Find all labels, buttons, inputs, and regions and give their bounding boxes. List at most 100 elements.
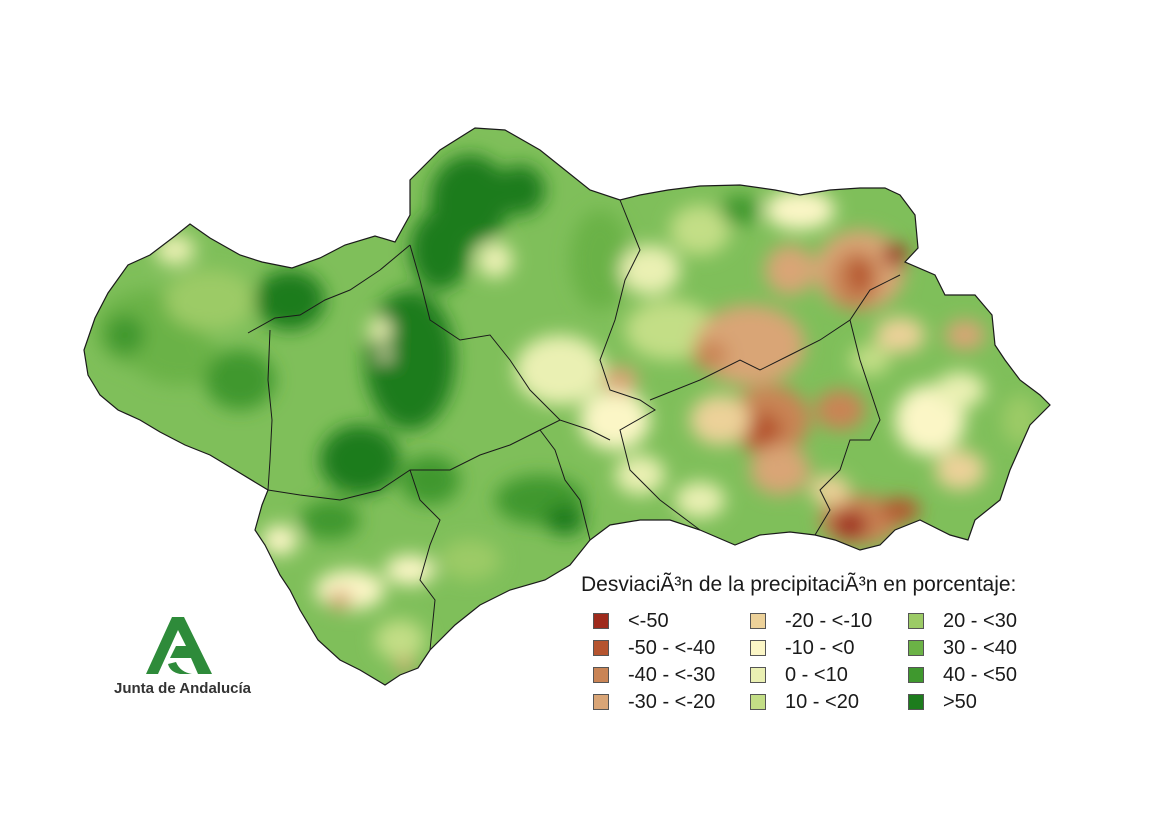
precipitation-zone (765, 190, 835, 230)
precipitation-zone (620, 245, 680, 295)
legend-item: -10 - <0 (750, 637, 854, 659)
precipitation-zone (850, 345, 890, 375)
legend-swatch (750, 667, 766, 683)
precipitation-zone (440, 540, 500, 580)
precipitation-zone (155, 235, 195, 265)
legend-swatch (750, 640, 766, 656)
legend-label: 0 - <10 (785, 663, 848, 686)
precipitation-zone (935, 450, 985, 490)
precipitation-zone (1002, 395, 1038, 445)
legend-swatch (908, 640, 924, 656)
precipitation-zone (105, 315, 145, 355)
logo-text: Junta de Andalucía (114, 680, 251, 697)
precipitation-zone (880, 498, 920, 522)
province-boundary (814, 319, 881, 536)
precipitation-zone (765, 245, 815, 295)
legend-swatch (908, 694, 924, 710)
legend-item: -40 - <-30 (593, 664, 715, 686)
province-boundary (409, 469, 441, 651)
province-boundary (267, 329, 273, 491)
precipitation-zone (515, 335, 605, 405)
province-boundary (649, 274, 901, 401)
legend-swatch (750, 694, 766, 710)
precipitation-zone (625, 300, 715, 360)
province-boundary (409, 244, 561, 421)
precipitation-zone (385, 555, 435, 585)
precipitation-zone (379, 349, 391, 361)
legend-label: 10 - <20 (785, 690, 859, 713)
legend-swatch (750, 613, 766, 629)
precipitation-zone (570, 210, 630, 310)
precipitation-zone (690, 395, 750, 445)
legend-item: -50 - <-40 (593, 637, 715, 659)
legend-title: DesviaciÃ³n de la precipitaciÃ³n en porc… (581, 573, 1017, 596)
precipitation-zone (365, 290, 455, 430)
legend-label: 20 - <30 (943, 609, 1017, 632)
precipitation-zone (875, 317, 925, 353)
legend-label: <-50 (628, 609, 669, 632)
precipitation-zone (375, 620, 425, 660)
precipitation-zone (495, 165, 545, 215)
precipitation-zone (810, 475, 850, 505)
precipitation-zone (165, 270, 255, 330)
province-boundary (599, 199, 701, 531)
precipitation-zone (477, 242, 513, 278)
legend-swatch (908, 613, 924, 629)
legend-label: -20 - <-10 (785, 609, 873, 632)
precipitation-zone (602, 366, 638, 394)
legend-label: -30 - <-20 (628, 690, 716, 713)
precipitation-zone (675, 482, 725, 518)
legend-item: 30 - <40 (908, 637, 1017, 659)
precipitation-zone (580, 390, 650, 450)
precipitation-zone (750, 445, 810, 495)
province-boundary (247, 244, 411, 334)
legend-item: 0 - <10 (750, 664, 848, 686)
precipitation-zone (300, 500, 360, 540)
legend-item: -30 - <-20 (593, 691, 715, 713)
legend-swatch (593, 667, 609, 683)
junta-andalucia-logo-icon (146, 617, 212, 674)
legend-swatch (593, 640, 609, 656)
province-boundary (267, 419, 611, 501)
precipitation-zone (262, 525, 298, 555)
precipitation-zone (255, 270, 325, 330)
legend-label: -50 - <-40 (628, 636, 716, 659)
precipitation-zone (328, 590, 352, 610)
province-boundaries (247, 199, 901, 651)
precipitation-zone (720, 195, 760, 225)
legend-label: >50 (943, 690, 977, 713)
precipitation-zone (545, 505, 585, 535)
precipitation-zone (615, 455, 665, 495)
precipitation-zone (883, 243, 907, 267)
precipitation-zone (832, 511, 868, 539)
legend-label: -40 - <-30 (628, 663, 716, 686)
precipitation-zone (410, 210, 470, 290)
precipitation-zone (320, 425, 400, 495)
precipitation-zone (815, 390, 865, 430)
legend-item: 10 - <20 (750, 691, 859, 713)
legend-item: 20 - <30 (908, 610, 1017, 632)
legend-swatch (908, 667, 924, 683)
precipitation-zone (670, 205, 730, 255)
legend-swatch (593, 694, 609, 710)
legend-label: 40 - <50 (943, 663, 1017, 686)
precipitation-zone (205, 350, 275, 410)
precipitation-zone (368, 318, 392, 342)
precipitation-zone (945, 320, 985, 350)
precipitation-zone (692, 341, 728, 369)
precipitation-zone (397, 657, 413, 673)
legend-label: 30 - <40 (943, 636, 1017, 659)
province-boundary (539, 429, 591, 541)
precipitation-zone (135, 335, 225, 385)
legend-label: -10 - <0 (785, 636, 855, 659)
legend-item: <-50 (593, 610, 669, 632)
legend-swatch (593, 613, 609, 629)
andalucia-outline (83, 127, 1051, 686)
precipitation-zone (848, 257, 872, 293)
precipitation-zone (400, 455, 460, 505)
legend-item: 40 - <50 (908, 664, 1017, 686)
precipitation-zone (935, 372, 985, 408)
legend-item: -20 - <-10 (750, 610, 872, 632)
legend-item: >50 (908, 691, 977, 713)
